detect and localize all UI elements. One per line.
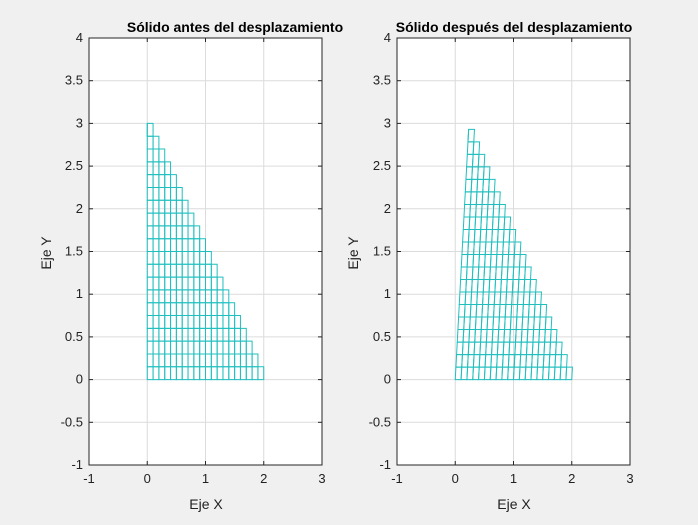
left-mesh bbox=[146, 122, 265, 381]
right-x-tick-label: 1 bbox=[510, 471, 517, 486]
right-y-tick-label: -0.5 bbox=[369, 414, 391, 429]
left-mesh-cell bbox=[199, 238, 206, 252]
left-x-axis-label: Eje X bbox=[189, 496, 223, 512]
left-x-tick-label: 3 bbox=[318, 471, 325, 486]
right-mesh-cell bbox=[477, 153, 486, 168]
left-y-tick-label: 3 bbox=[76, 115, 83, 130]
left-mesh-cell bbox=[187, 212, 195, 227]
right-mesh-cell bbox=[549, 329, 558, 343]
right-mesh bbox=[454, 128, 573, 381]
left-mesh-cell bbox=[257, 366, 265, 381]
left-mesh-cell bbox=[193, 225, 201, 240]
left-x-tick-label: 1 bbox=[202, 471, 209, 486]
left-x-tick-label: 0 bbox=[144, 471, 151, 486]
right-y-tick-label: 1 bbox=[384, 286, 391, 301]
right-mesh-apex bbox=[467, 129, 470, 142]
right-mesh-cell bbox=[534, 291, 543, 306]
right-mesh-cell bbox=[493, 191, 501, 205]
left-mesh-cell bbox=[164, 161, 172, 176]
left-y-tick-label: -0.5 bbox=[61, 414, 83, 429]
right-mesh-cell bbox=[560, 354, 568, 368]
left-chart-title: Sólido antes del desplazamiento bbox=[127, 19, 343, 35]
left-mesh-cell bbox=[152, 135, 160, 150]
left-y-tick-label: 0 bbox=[76, 372, 83, 387]
right-x-tick-label: 2 bbox=[568, 471, 575, 486]
left-x-tick-label: 2 bbox=[260, 471, 267, 486]
right-y-tick-label: 4 bbox=[384, 30, 391, 45]
left-y-tick-label: -1 bbox=[71, 457, 83, 472]
right-mesh-cell bbox=[513, 241, 522, 255]
right-y-tick-label: 2 bbox=[384, 201, 391, 216]
right-mesh-cell bbox=[524, 266, 532, 281]
left-mesh-cell bbox=[228, 302, 236, 317]
left-mesh-cell bbox=[210, 263, 218, 278]
right-chart-title: Sólido después del desplazamiento bbox=[396, 19, 633, 35]
left-mesh-cell bbox=[158, 148, 166, 163]
left-mesh-cell bbox=[216, 276, 224, 291]
left-axes: -1 0 1 2 3 -1 -0.5 0 0.5 1 1.5 2 2.5 3 3.5 4 Sólido ant… bbox=[38, 19, 343, 512]
right-mesh-cell bbox=[508, 228, 517, 243]
right-x-axis-label: Eje X bbox=[497, 496, 531, 512]
left-mesh-cell bbox=[170, 174, 177, 188]
right-x-tick-label: 0 bbox=[452, 471, 459, 486]
left-y-tick-label: 3.5 bbox=[65, 73, 83, 88]
right-mesh-cell bbox=[482, 166, 491, 180]
right-x-tick-label: -1 bbox=[391, 471, 403, 486]
left-y-tick-label: 0.5 bbox=[65, 329, 83, 344]
right-mesh-cell bbox=[472, 141, 481, 155]
left-mesh-cell bbox=[245, 340, 253, 355]
left-mesh-cell bbox=[181, 199, 189, 214]
right-mesh-cell bbox=[555, 341, 563, 356]
right-x-tick-label: 3 bbox=[626, 471, 633, 486]
left-mesh-cell bbox=[222, 289, 230, 304]
left-mesh-cell bbox=[205, 251, 212, 265]
right-mesh-cell bbox=[519, 253, 527, 268]
left-mesh-cell bbox=[234, 315, 241, 329]
right-mesh-cell bbox=[544, 316, 553, 331]
right-mesh-cell bbox=[565, 366, 573, 381]
left-y-tick-label: 2.5 bbox=[65, 158, 83, 173]
right-mesh-cell bbox=[488, 178, 496, 193]
right-y-tick-label: 0.5 bbox=[373, 329, 391, 344]
right-y-axis-label: Eje Y bbox=[345, 236, 361, 270]
left-y-tick-label: 1.5 bbox=[65, 244, 83, 259]
left-x-tick-label: -1 bbox=[83, 471, 95, 486]
right-y-tick-label: 3 bbox=[384, 115, 391, 130]
left-mesh-cell bbox=[175, 186, 183, 201]
right-axes: -1 0 1 2 3 -1 -0.5 0 0.5 1 1.5 2 2.5 3 3.5 4 Sólido des… bbox=[345, 19, 634, 512]
right-mesh-cell bbox=[498, 203, 506, 218]
right-y-tick-label: -1 bbox=[379, 457, 391, 472]
left-y-tick-label: 2 bbox=[76, 201, 83, 216]
right-y-tick-label: 3.5 bbox=[373, 73, 391, 88]
right-mesh-cell bbox=[503, 216, 512, 230]
right-mesh-cell bbox=[539, 304, 548, 318]
left-y-tick-label: 1 bbox=[76, 286, 83, 301]
left-y-axis-label: Eje Y bbox=[38, 236, 54, 270]
right-y-tick-label: 0 bbox=[384, 372, 391, 387]
right-y-tick-label: 1.5 bbox=[373, 244, 391, 259]
left-mesh-cell bbox=[239, 327, 247, 342]
left-mesh-cell bbox=[251, 353, 259, 368]
right-mesh-cell bbox=[529, 279, 537, 293]
right-y-tick-label: 2.5 bbox=[373, 158, 391, 173]
left-y-tick-label: 4 bbox=[76, 30, 83, 45]
